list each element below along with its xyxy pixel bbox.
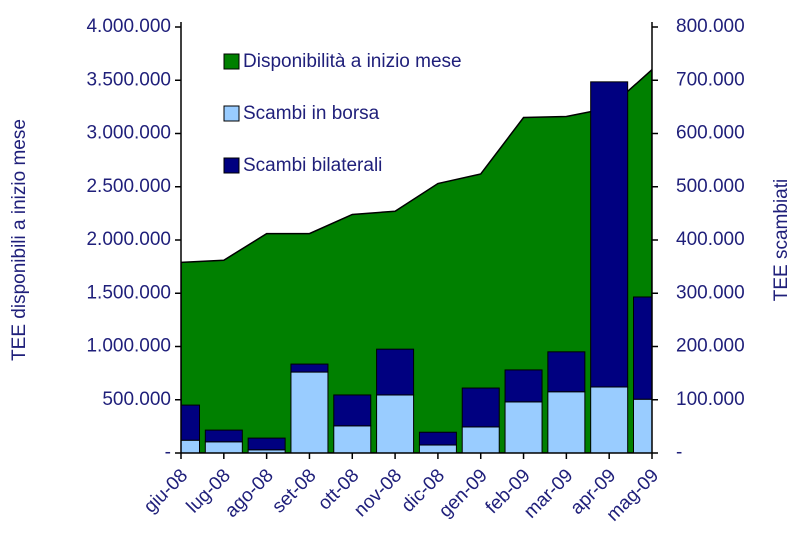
y2-tick-label: 300.000 xyxy=(676,282,745,303)
y2-tick-label: 800.000 xyxy=(676,16,745,37)
y-tick-label: - xyxy=(165,442,171,463)
bar xyxy=(181,439,200,453)
y-axis-label: TEE disponibili a inizio mese xyxy=(9,119,30,361)
y2-tick-label: 500.000 xyxy=(676,176,745,197)
bar xyxy=(418,431,457,446)
y-tick-label: 3.000.000 xyxy=(86,123,171,144)
bar xyxy=(504,401,543,453)
legend-swatch xyxy=(223,105,240,122)
bar xyxy=(590,386,629,453)
y2-tick-label: 400.000 xyxy=(676,229,745,250)
y-tick-label: 4.000.000 xyxy=(86,16,171,37)
area xyxy=(181,68,652,453)
y2-tick-label: 200.000 xyxy=(676,336,745,357)
bar xyxy=(333,394,372,427)
legend-label: Scambi bilaterali xyxy=(243,155,382,176)
bar xyxy=(376,394,415,453)
y2-tick-label: 600.000 xyxy=(676,123,745,144)
y2-tick-label: 700.000 xyxy=(676,69,745,90)
y2-tick-label: - xyxy=(676,442,682,463)
bar xyxy=(633,296,652,400)
legend-label: Scambi in borsa xyxy=(243,103,380,124)
bar xyxy=(547,391,586,453)
bar xyxy=(418,444,457,453)
x-tick-label: giu-08 xyxy=(140,465,192,517)
y-tick-label: 1.000.000 xyxy=(86,336,171,357)
x-tick-label: mar-09 xyxy=(520,465,577,522)
bar xyxy=(633,398,652,453)
bar xyxy=(247,437,286,451)
bar xyxy=(547,351,586,393)
x-tick-label: gen-09 xyxy=(435,465,492,522)
bar xyxy=(504,369,543,403)
bar xyxy=(204,441,243,453)
y2-axis-label: TEE scambiati xyxy=(771,179,792,301)
legend-swatch xyxy=(223,157,240,174)
y-tick-label: 3.500.000 xyxy=(86,69,171,90)
y-tick-label: 500.000 xyxy=(102,389,171,410)
y2-tick-label: 100.000 xyxy=(676,389,745,410)
y-tick-label: 2.000.000 xyxy=(86,229,171,250)
bar xyxy=(290,371,329,453)
plot-area xyxy=(181,68,652,453)
x-tick-label: ago-08 xyxy=(221,465,278,522)
bar xyxy=(290,363,329,373)
bar xyxy=(461,387,500,428)
x-tick-label: set-08 xyxy=(268,465,320,517)
bar xyxy=(181,404,200,441)
bar xyxy=(590,81,629,388)
bar xyxy=(376,348,415,396)
y-tick-label: 1.500.000 xyxy=(86,282,171,303)
bar xyxy=(204,429,243,443)
y-tick-label: 2.500.000 xyxy=(86,176,171,197)
x-tick-label: nov-08 xyxy=(350,465,406,521)
legend-swatch xyxy=(223,53,240,70)
bar xyxy=(333,425,372,453)
bar xyxy=(461,426,500,453)
legend-label: Disponibilità a inizio mese xyxy=(243,51,462,72)
